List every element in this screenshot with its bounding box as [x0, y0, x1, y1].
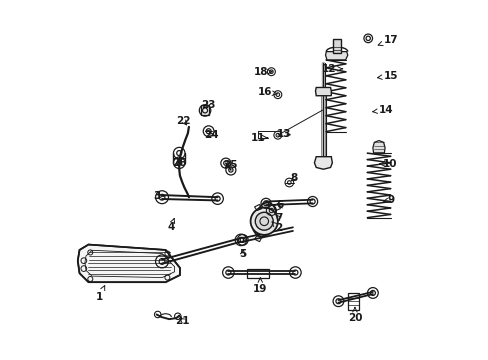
Text: 23: 23 — [200, 100, 215, 110]
Text: 19: 19 — [253, 278, 267, 294]
Text: 2: 2 — [271, 222, 282, 233]
Text: 10: 10 — [379, 159, 396, 169]
Text: 6: 6 — [276, 200, 284, 210]
Polygon shape — [315, 87, 330, 96]
Circle shape — [250, 208, 277, 235]
Text: 3: 3 — [153, 191, 163, 201]
Circle shape — [255, 212, 273, 230]
Polygon shape — [325, 51, 347, 60]
Text: 12: 12 — [322, 64, 342, 74]
Bar — [201, 105, 209, 116]
Bar — [348, 293, 358, 310]
Text: 21: 21 — [175, 316, 190, 325]
Text: 11: 11 — [250, 133, 267, 143]
Polygon shape — [372, 140, 384, 153]
Text: 7: 7 — [274, 213, 282, 222]
Text: 14: 14 — [372, 105, 393, 115]
Text: 25: 25 — [223, 160, 238, 170]
Text: 22: 22 — [176, 116, 190, 126]
Text: 15: 15 — [377, 71, 398, 81]
Polygon shape — [314, 157, 332, 169]
Bar — [333, 39, 341, 53]
Text: 9: 9 — [383, 195, 394, 205]
Text: 20: 20 — [347, 307, 362, 323]
Text: 17: 17 — [377, 35, 398, 46]
Text: 18: 18 — [253, 67, 271, 77]
Text: 5: 5 — [239, 248, 246, 258]
Text: 26: 26 — [172, 158, 186, 168]
Text: 4: 4 — [167, 219, 174, 231]
Polygon shape — [253, 202, 276, 237]
Polygon shape — [78, 244, 180, 282]
Text: 16: 16 — [257, 87, 277, 97]
Text: 8: 8 — [290, 173, 297, 183]
Text: 24: 24 — [204, 130, 218, 140]
Text: 1: 1 — [96, 285, 104, 302]
Bar — [247, 269, 268, 278]
Text: 13: 13 — [277, 129, 291, 139]
